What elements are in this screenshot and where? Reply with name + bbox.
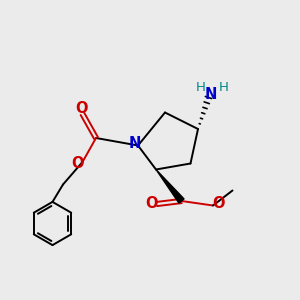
Text: O: O	[212, 196, 224, 211]
Text: H: H	[219, 81, 228, 94]
Text: H: H	[196, 81, 206, 94]
Polygon shape	[156, 169, 184, 203]
Text: O: O	[146, 196, 158, 211]
Text: O: O	[75, 101, 87, 116]
Text: N: N	[128, 136, 141, 152]
Text: N: N	[205, 87, 217, 102]
Text: O: O	[71, 156, 84, 171]
